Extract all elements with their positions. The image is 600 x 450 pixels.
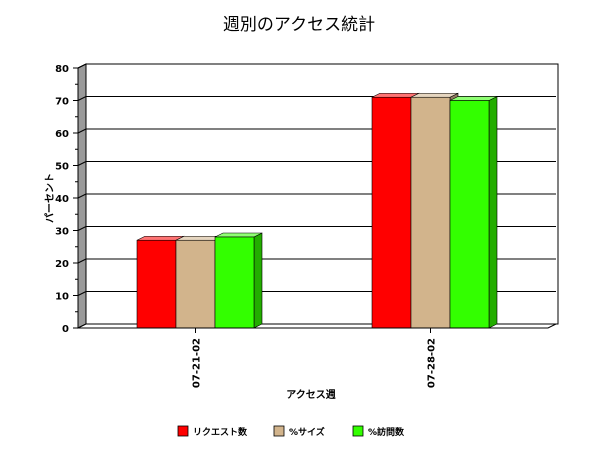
legend-item: %訪問数 [352,425,405,438]
y-tick-label: 80 [55,64,69,75]
bar-top [449,96,498,101]
gridline-side [77,226,87,231]
legend-item: リクエスト数 [177,425,248,438]
y-tick-label: 30 [55,227,69,238]
bar-side [488,96,498,329]
legend-label: %訪問数 [368,426,405,438]
bar-front [410,96,451,329]
gridline-side [77,161,87,166]
bar-front [136,239,177,329]
y-axis: 0 10 20 30 40 50 60 70 80 [55,64,79,335]
gridline-side [77,96,87,101]
bar-front [175,239,216,329]
gridline-side [77,291,87,296]
gridline-side [77,193,87,199]
y-tick-label: 40 [55,194,69,205]
bar-side [253,232,263,329]
legend-swatch [352,425,364,437]
bar-top [410,92,459,98]
bar-07-28-02-2 [449,96,498,329]
bar-front [214,236,255,329]
y-tick-label: 10 [55,292,69,303]
y-tick-label: 50 [55,162,69,173]
y-tick-label: 20 [55,259,69,270]
chart-title: 週別のアクセス統計 [223,15,375,35]
gridline-side [77,128,87,134]
legend: リクエスト数 %サイズ %訪問数 [177,425,405,438]
x-tick-label: 07-28-02 [427,338,438,388]
legend-swatch [177,425,189,437]
bar-07-21-02-2 [214,232,263,329]
y-tick-label: 0 [62,324,69,335]
bar-front [449,100,490,329]
bars-group [136,92,498,329]
y-axis-label: パーセント [44,173,56,223]
y-tick-label: 70 [55,97,69,108]
x-tick-label: 07-21-02 [192,338,203,388]
gridline-side [77,258,87,264]
y-tick-label: 60 [55,129,69,140]
legend-label: %サイズ [289,426,325,438]
gridline-side [77,63,87,69]
legend-swatch [273,425,285,437]
bar-front [371,96,412,329]
x-axis-label: アクセス週 [286,389,336,401]
legend-item: %サイズ [273,425,325,438]
bar-top [214,232,263,238]
x-axis: 07-21-02 07-28-02 [78,327,548,388]
legend-label: リクエスト数 [193,426,248,438]
